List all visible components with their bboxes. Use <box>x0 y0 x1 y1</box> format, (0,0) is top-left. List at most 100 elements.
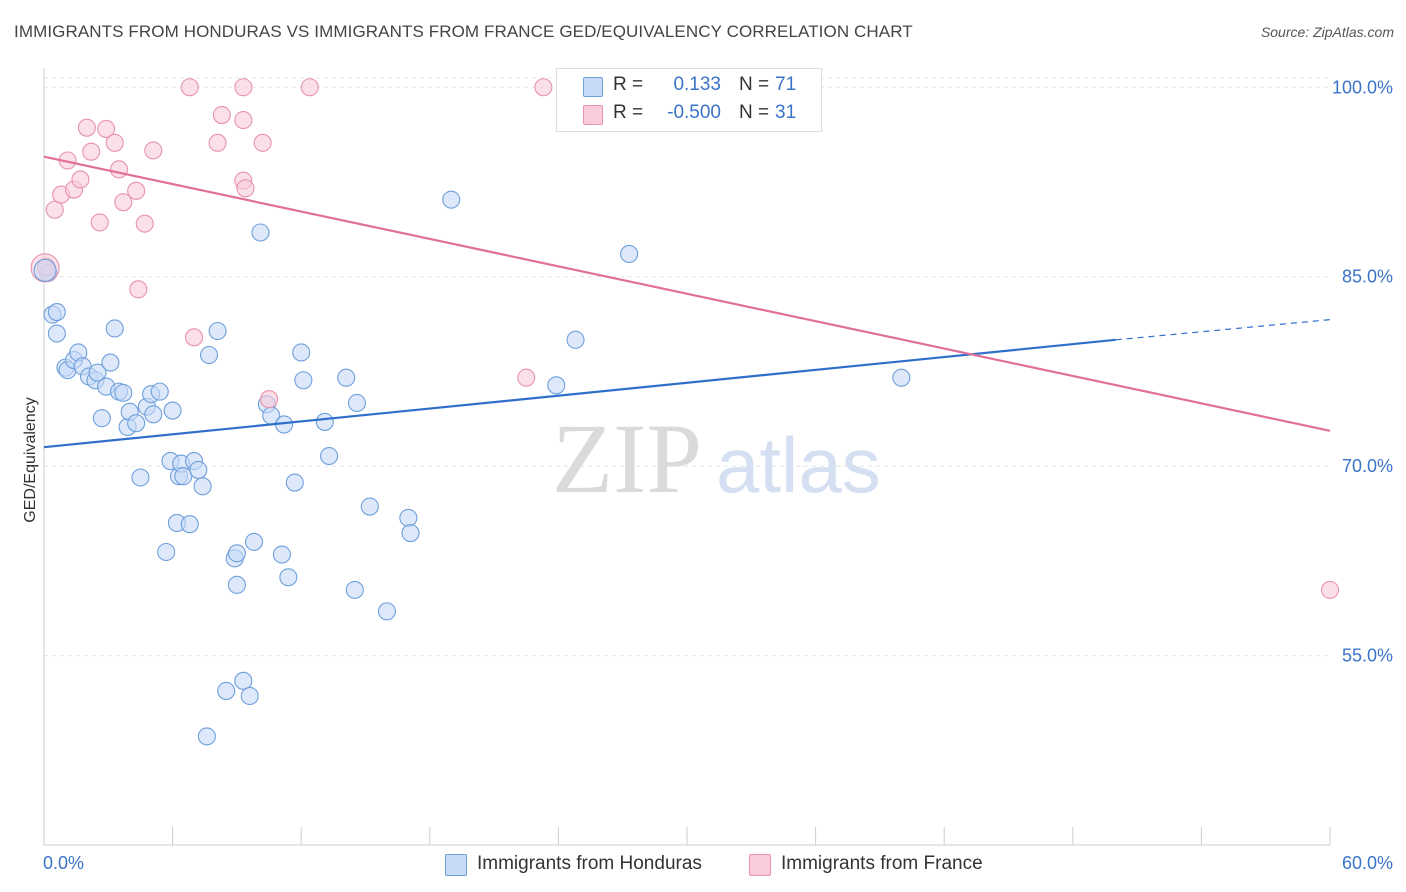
france-point <box>77 118 96 137</box>
honduras-point <box>337 368 356 387</box>
bottom-legend-label: Immigrants from Honduras <box>477 853 702 874</box>
france-point <box>127 181 146 200</box>
honduras-point <box>347 393 366 413</box>
france-trend-line <box>43 155 1331 432</box>
legend-r-value: -0.500 <box>667 102 721 123</box>
honduras-point <box>566 330 585 349</box>
honduras-point <box>189 460 208 479</box>
y-tick-label: 55.0% <box>1342 646 1393 666</box>
bottom-legend-swatch-blue <box>445 854 467 876</box>
france-point <box>71 170 90 189</box>
y-tick-label: 70.0% <box>1342 456 1393 476</box>
points-layer <box>30 78 1340 746</box>
watermark-zip: ZIP <box>552 403 702 514</box>
legend-n-label: N = <box>739 102 770 123</box>
france-point <box>45 200 64 219</box>
honduras-point <box>360 497 379 516</box>
axis-layer: 55.0% 70.0% 85.0% 100.0% 0.0% 60.0% <box>43 68 1393 873</box>
stats-legend: R = 0.133 N = 71 R = -0.500 N = 31 <box>556 68 822 132</box>
legend-swatch-blue <box>583 77 603 97</box>
honduras-point <box>294 371 313 390</box>
honduras-point <box>401 524 420 543</box>
honduras-point <box>114 383 133 402</box>
legend-r-value: 0.133 <box>673 74 721 95</box>
watermark-atlas: atlas <box>716 421 881 509</box>
trend-layer <box>43 155 1331 449</box>
x-tick-label: 60.0% <box>1342 853 1393 873</box>
honduras-point <box>101 353 120 372</box>
honduras-point <box>244 532 264 551</box>
honduras-point <box>292 343 311 362</box>
honduras-point <box>217 681 236 700</box>
honduras-point <box>174 467 193 486</box>
honduras-point <box>47 324 66 343</box>
honduras-trend-extension <box>1115 319 1331 341</box>
honduras-point <box>88 363 107 382</box>
france-point <box>144 141 163 160</box>
y-axis-label: GED/Equivalency <box>22 397 39 522</box>
legend-r-label: R = <box>613 74 644 95</box>
honduras-point <box>180 515 199 534</box>
honduras-point <box>377 602 396 621</box>
france-point <box>236 179 255 198</box>
france-point <box>1320 580 1340 599</box>
honduras-point <box>199 345 219 365</box>
honduras-point <box>279 568 298 587</box>
france-point <box>259 390 279 409</box>
legend-n-label: N = <box>739 74 770 95</box>
france-point <box>82 142 101 161</box>
france-point <box>105 133 124 152</box>
honduras-point <box>240 686 259 706</box>
france-point <box>114 193 133 212</box>
watermark: ZIP atlas <box>552 403 881 514</box>
honduras-point <box>892 368 911 387</box>
bottom-legend-swatch-pink <box>749 854 771 876</box>
legend-n-value: 31 <box>775 102 797 123</box>
legend-n-value: 71 <box>775 74 797 95</box>
honduras-trend-line <box>43 338 1116 449</box>
honduras-point <box>208 321 227 341</box>
france-point <box>517 368 536 387</box>
honduras-point <box>345 580 364 599</box>
honduras-point <box>399 508 418 527</box>
france-point <box>109 160 129 179</box>
france-point <box>234 111 253 130</box>
france-point <box>135 214 154 233</box>
honduras-point <box>315 412 334 431</box>
chart-title: IMMIGRANTS FROM HONDURAS VS IMMIGRANTS F… <box>14 22 913 41</box>
y-tick-label: 85.0% <box>1342 267 1393 287</box>
honduras-point <box>227 544 246 563</box>
france-point <box>180 78 199 97</box>
honduras-point <box>234 671 253 690</box>
honduras-point <box>131 468 150 487</box>
france-point <box>129 280 148 299</box>
honduras-point <box>547 376 566 395</box>
france-point <box>234 78 253 97</box>
grid-layer <box>44 77 1330 657</box>
honduras-point <box>92 409 111 428</box>
honduras-point <box>442 190 461 209</box>
honduras-point <box>157 542 176 562</box>
france-point <box>534 78 553 97</box>
honduras-point <box>620 244 639 264</box>
honduras-point <box>47 303 66 322</box>
honduras-point <box>272 545 291 564</box>
honduras-point <box>227 575 246 594</box>
legend-r-label: R = <box>613 102 644 123</box>
france-point <box>208 133 227 152</box>
france-point <box>90 213 109 232</box>
honduras-point <box>193 477 212 496</box>
honduras-point <box>320 446 339 466</box>
honduras-point <box>163 401 182 420</box>
honduras-point <box>285 473 304 492</box>
honduras-point <box>251 223 270 242</box>
france-point <box>97 119 116 138</box>
bottom-legend-label: Immigrants from France <box>781 853 983 874</box>
x-tick-label: 0.0% <box>43 853 84 873</box>
france-point <box>184 328 204 347</box>
honduras-point <box>127 414 146 433</box>
legend-swatch-pink <box>583 105 603 125</box>
france-point <box>300 78 319 97</box>
honduras-point <box>150 382 169 401</box>
